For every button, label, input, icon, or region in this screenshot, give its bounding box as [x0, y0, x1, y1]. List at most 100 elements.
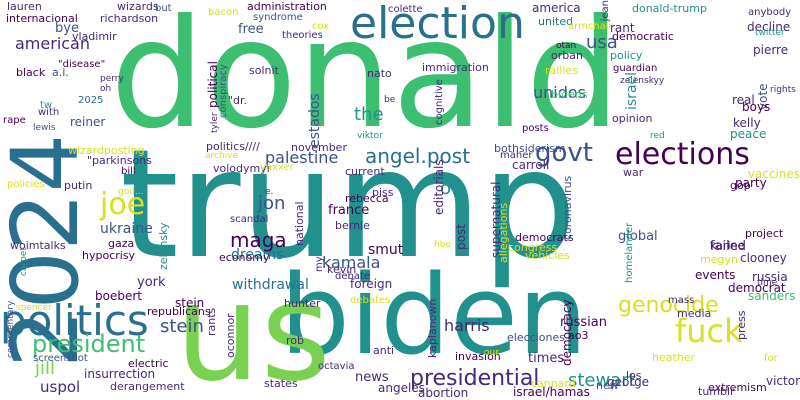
word-foreign-132: foreign — [350, 277, 393, 291]
word-economy-125: economy — [219, 251, 270, 264]
word-rob-174: rob — [286, 334, 304, 347]
word-abortion-166: abortion — [418, 386, 469, 400]
word-octavia-175: octavia — [318, 361, 355, 372]
word-york-35: york — [137, 275, 166, 290]
word-bernie-34: bernie — [335, 219, 370, 232]
word-piss-180: piss — [372, 186, 394, 199]
word-but-191: but — [155, 3, 172, 14]
word-news-39: news — [355, 370, 389, 385]
word-screenshot-110: screenshot — [33, 353, 88, 364]
word-election-5: election — [350, 0, 525, 49]
word-states-171: states — [264, 377, 298, 390]
word-elections-7: elections — [615, 137, 750, 172]
word-clooney-46: clooney — [740, 251, 787, 265]
word-administration-85: administration — [247, 0, 327, 13]
word-party-151: party — [735, 176, 767, 190]
word-megyn-144: megyn — [700, 253, 738, 266]
word-democracy-178: democracy — [560, 299, 574, 366]
word-orban-68: orban — [551, 49, 583, 62]
word-donald-0: donald — [110, 0, 621, 162]
word-vehicles-141: vehicles — [525, 249, 570, 262]
word-congress-139: congress — [508, 241, 558, 254]
word-armchair-190: armchair — [568, 21, 613, 32]
word-a-i-93: a.i. — [52, 66, 69, 79]
word-failed-52: failed — [710, 239, 747, 254]
word-colette-82: colette — [388, 4, 423, 15]
word-rights-185: rights — [770, 85, 796, 95]
word-russia-48: russia — [752, 270, 788, 284]
word-debates-131: debates — [350, 295, 391, 306]
word-president-14: president — [32, 330, 146, 358]
word-post-136: post — [454, 224, 468, 250]
word-america-64: america — [532, 1, 581, 15]
word-anybody-60: anybody — [748, 7, 792, 18]
word-boys-55: boys — [742, 100, 771, 114]
word-extremism-162: extremism — [708, 381, 767, 394]
word-rallies-74: rallies — [545, 64, 578, 77]
word-hbo-181: hbo — [434, 240, 451, 250]
word-electric-111: electric — [128, 357, 169, 370]
word-unidos-29: unidos — [533, 83, 587, 102]
word-solnit-119: solnit — [249, 64, 279, 77]
word-rants-172: rants — [205, 307, 218, 336]
word-real-57: real — [732, 93, 755, 107]
word-smut-32: smut — [368, 242, 404, 258]
word-american-15: american — [15, 34, 90, 53]
word-politics-6: politics — [0, 296, 149, 345]
word-vaccines-149: vaccines — [747, 167, 800, 181]
word-richardson-87: richardson — [100, 12, 159, 25]
word-nato-78: nato — [367, 67, 392, 80]
word-my-130: my — [314, 256, 325, 272]
word-ukraine-31: ukraine — [100, 221, 153, 237]
word-tumblr-168: tumblr — [698, 385, 735, 398]
word-disease-94: "disease" — [58, 59, 106, 70]
word-france-33: france — [328, 203, 370, 218]
word-time-158: time — [757, 278, 778, 288]
word-karine-45: karine — [710, 239, 745, 252]
word-theories-80: theories — [282, 30, 323, 41]
word-gop-150: gop — [730, 179, 751, 192]
word-rebecca-133: rebecca — [345, 192, 389, 205]
word-current-134: current — [345, 165, 385, 178]
word-policy-69: policy — [610, 49, 643, 62]
word-commentary-114: commentary — [6, 300, 16, 358]
word-politics-121: politics//// — [206, 140, 260, 153]
word-cox-81: cox — [312, 21, 330, 32]
word-conspiracy-118: conspiracy — [218, 64, 229, 118]
word-reiner-96: reiner — [70, 115, 106, 129]
word-policies-102: policies — [7, 179, 45, 190]
word-pierre-58: pierre — [753, 43, 789, 57]
word-woimtalks-104: woimtalks — [10, 239, 66, 252]
word-democrat-49: democrat — [728, 281, 786, 295]
word-anti-170: anti — [373, 344, 395, 357]
word-united-65: united — [538, 15, 574, 28]
word-for-159: for — [764, 353, 778, 364]
word-vaxxer-124: vaxxer — [260, 162, 294, 173]
word-trump-1: trump — [120, 118, 577, 292]
word-of-28: of — [440, 178, 458, 199]
word-donald-trump-63: donald-trump — [632, 2, 707, 15]
word-russian-44: russian — [560, 315, 607, 330]
word-editorials-135: editorials — [432, 159, 446, 215]
word-kevin-129: kevin — [327, 263, 357, 276]
word-scandal-127: scandal — [230, 214, 269, 225]
word-israel-71: israel — [624, 71, 640, 110]
word-oh-187: oh — [100, 84, 112, 94]
word-los-169: los — [626, 369, 642, 382]
word-guardian-73: guardian — [613, 63, 658, 74]
word-fuck-8: fuck — [675, 312, 743, 350]
word-press-157: press — [735, 310, 748, 341]
word-angeles-40: angeles — [378, 381, 425, 395]
word-bill-101: bill — [121, 166, 136, 177]
word-volodymyr-123: volodymyr — [213, 162, 272, 175]
word-zelenskyy-70: zelenskyy — [620, 76, 665, 86]
word-immigration-76: immigration — [422, 61, 489, 74]
word-biden-2: biden — [280, 251, 588, 379]
word-debate-128: debate — [335, 271, 371, 282]
word-usa-16: usa — [586, 32, 618, 53]
word-viktor-183: viktor — [357, 131, 383, 141]
word-2025-95: 2025 — [78, 95, 104, 106]
word-democratic-66: democratic — [612, 30, 674, 43]
word-lewis-98: lewis — [33, 123, 56, 133]
word-us-3: us — [175, 254, 331, 400]
